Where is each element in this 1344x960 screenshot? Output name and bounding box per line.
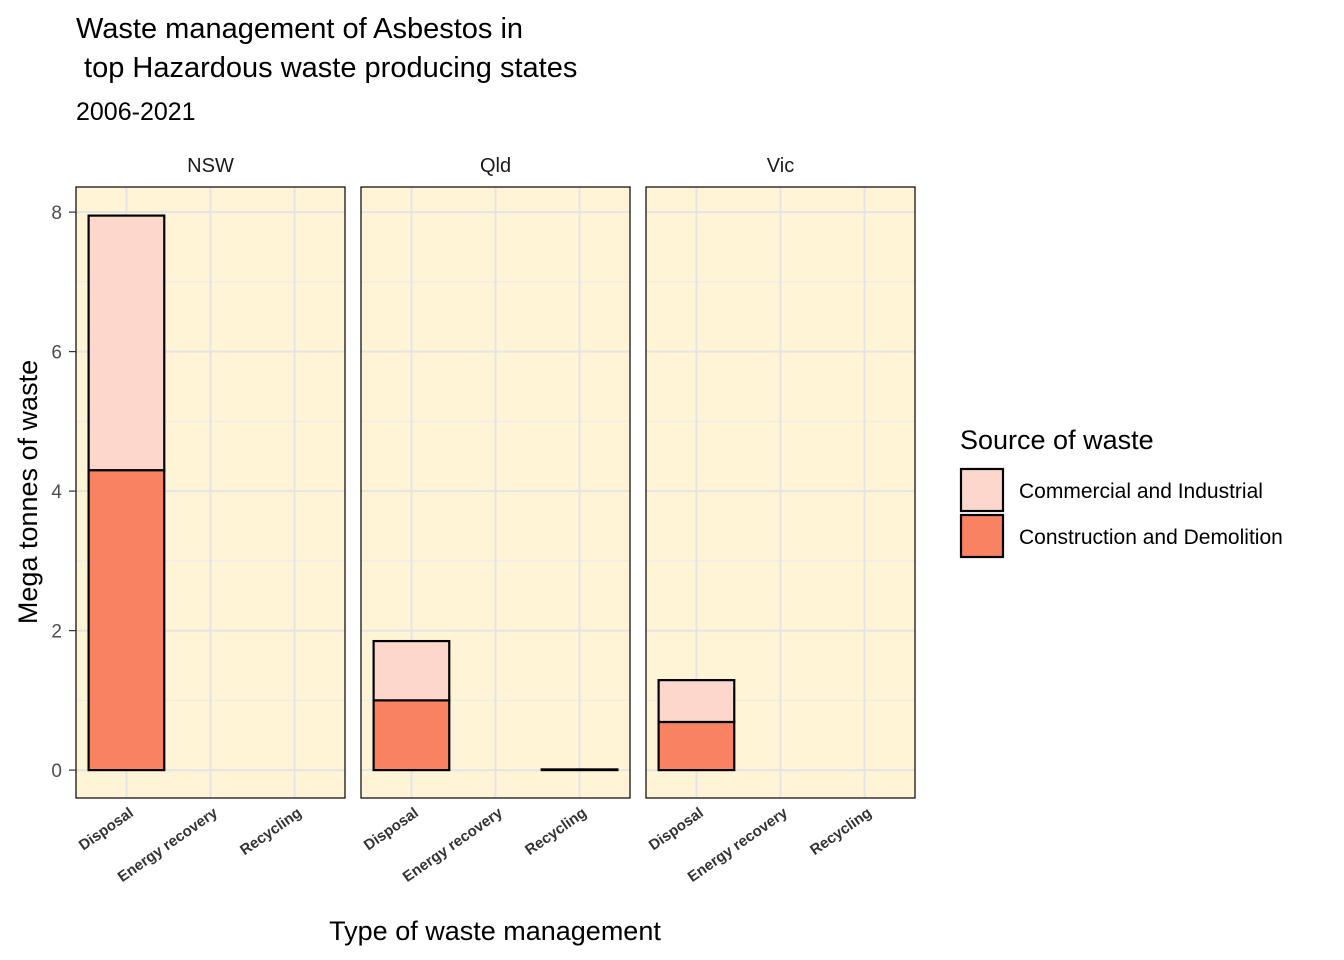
bar-commercial-and-industrial-disposal: [657, 679, 736, 724]
legend: Source of waste Commercial and Industria…: [959, 425, 1283, 559]
x-tick-label: Recycling: [522, 804, 590, 859]
bar-commercial-and-industrial-disposal: [87, 214, 166, 472]
y-tick-label: 0: [51, 761, 62, 782]
panel-border: [645, 186, 916, 799]
y-tick-label: 6: [51, 343, 62, 364]
x-tick-label: Disposal: [646, 804, 707, 854]
bar-commercial-and-industrial-disposal: [372, 639, 451, 702]
bar-construction-and-demolition-disposal: [87, 469, 166, 772]
y-tick-label: 4: [51, 482, 62, 503]
x-tick-label: Recycling: [237, 804, 305, 859]
legend-label-commercial-and-industrial: Commercial and Industrial: [1019, 480, 1263, 503]
y-tick-label: 2: [51, 622, 62, 643]
facet-strip-label: Qld: [480, 155, 511, 177]
chart-subtitle: 2006-2021: [76, 98, 196, 126]
y-axis-title: Mega tonnes of waste: [13, 360, 43, 624]
chart-title-line2: top Hazardous waste producing states: [76, 52, 577, 84]
y-axis: 0 2 4 6 8: [51, 203, 76, 782]
legend-swatch-construction-and-demolition: [959, 513, 1005, 559]
legend-title: Source of waste: [960, 425, 1154, 455]
panel-border: [360, 186, 631, 799]
x-tick-label: Disposal: [76, 804, 137, 854]
legend-swatch-commercial-and-industrial: [959, 467, 1005, 513]
chart-title-line1: Waste management of Asbestos in: [76, 13, 523, 45]
bar-construction-and-demolition-disposal: [372, 699, 451, 772]
x-tick-label: Recycling: [807, 804, 875, 859]
bar-construction-and-demolition-recycling: [540, 768, 619, 772]
legend-label-construction-and-demolition: Construction and Demolition: [1019, 526, 1283, 549]
y-tick-label: 8: [51, 203, 62, 224]
x-tick-label: Disposal: [361, 804, 422, 854]
bar-construction-and-demolition-disposal: [657, 720, 736, 772]
facet-strip-label: Vic: [767, 155, 794, 177]
facet-strip-label: NSW: [187, 155, 234, 177]
panel-border: [75, 186, 346, 799]
x-axis-title: Type of waste management: [329, 916, 661, 946]
